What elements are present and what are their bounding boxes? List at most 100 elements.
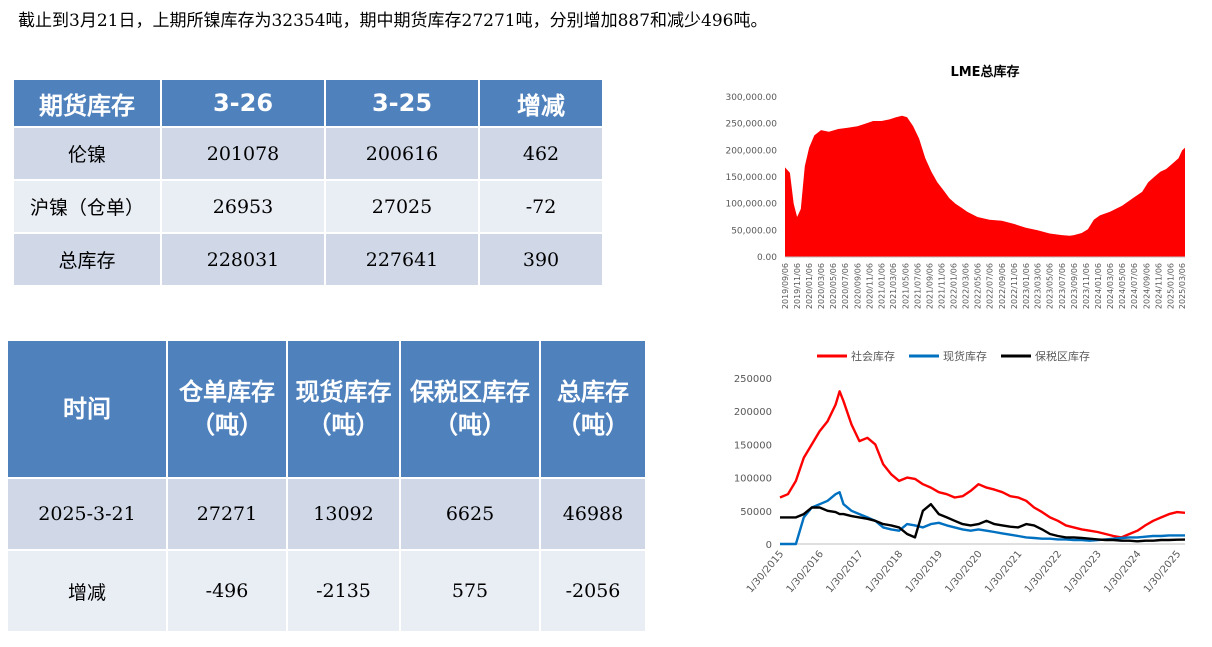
x-tick-label: 2024/11/06 bbox=[1154, 263, 1163, 309]
x-tick-label: 2025/03/06 bbox=[1178, 263, 1187, 309]
x-tick-label: 1/30/2022 bbox=[1023, 549, 1064, 595]
table-cell: -2135 bbox=[288, 551, 399, 631]
x-tick-label: 1/30/2017 bbox=[824, 549, 865, 595]
table-cell: 26953 bbox=[162, 181, 324, 232]
table-row: 伦镍 201078 200616 462 bbox=[14, 128, 602, 179]
inventory-area bbox=[785, 115, 1185, 257]
x-tick-label: 1/30/2021 bbox=[983, 549, 1024, 595]
y-tick-label: 250000 bbox=[734, 374, 772, 385]
x-tick-label: 1/30/2023 bbox=[1063, 549, 1104, 595]
table-cell: 总库存 bbox=[14, 234, 160, 285]
shfe-inventory-table: 时间 仓单库存（吨） 现货库存（吨） 保税区库存（吨） 总库存（吨） 2025-… bbox=[6, 339, 647, 633]
table-cell: 增减 bbox=[8, 551, 166, 631]
x-tick-label: 2021/11/06 bbox=[938, 263, 947, 309]
x-tick-label: 2020/11/06 bbox=[865, 263, 874, 309]
table-cell: 伦镍 bbox=[14, 128, 160, 179]
table-row: 增减 -496 -2135 575 -2056 bbox=[8, 551, 645, 631]
x-tick-label: 2025/01/06 bbox=[1167, 263, 1176, 309]
table-cell: 46988 bbox=[541, 479, 645, 549]
x-tick-label: 2021/01/06 bbox=[878, 263, 887, 309]
table-header: 现货库存（吨） bbox=[288, 341, 399, 477]
x-tick-label: 2020/07/06 bbox=[841, 263, 850, 309]
legend-label: 保税区库存 bbox=[1035, 349, 1090, 363]
x-tick-label: 2024/07/06 bbox=[1130, 263, 1139, 309]
headline: 截止到3月21日，上期所镍库存为32354吨，期中期货库存27271吨，分别增加… bbox=[18, 11, 768, 31]
x-tick-label: 1/30/2020 bbox=[943, 549, 984, 595]
x-tick-label: 2021/05/06 bbox=[901, 263, 910, 309]
y-tick-label: 200,000.00 bbox=[725, 146, 777, 156]
x-tick-label: 1/30/2025 bbox=[1142, 549, 1183, 595]
x-tick-label: 2023/11/06 bbox=[1082, 263, 1091, 309]
table-header-row: 时间 仓单库存（吨） 现货库存（吨） 保税区库存（吨） 总库存（吨） bbox=[8, 341, 645, 477]
table-cell: 沪镍（仓单） bbox=[14, 181, 160, 232]
x-tick-label: 1/30/2015 bbox=[745, 549, 786, 595]
table-cell: 462 bbox=[480, 128, 602, 179]
x-tick-label: 2023/05/06 bbox=[1046, 263, 1055, 309]
x-tick-label: 2019/09/06 bbox=[781, 263, 790, 309]
table-row: 2025-3-21 27271 13092 6625 46988 bbox=[8, 479, 645, 549]
y-tick-label: 100000 bbox=[734, 474, 772, 485]
table-cell: 228031 bbox=[162, 234, 324, 285]
table-cell: 575 bbox=[401, 551, 539, 631]
x-tick-label: 2020/09/06 bbox=[853, 263, 862, 309]
x-tick-label: 2024/09/06 bbox=[1142, 263, 1151, 309]
x-tick-label: 2023/07/06 bbox=[1058, 263, 1067, 309]
table-cell: 27025 bbox=[326, 181, 478, 232]
domestic-inventory-chart: 社会库存 现货库存 保税区库存 0 50000 100000 150000 200000 250… bbox=[734, 349, 1186, 595]
x-tick-label: 1/30/2018 bbox=[864, 549, 905, 595]
x-tick-label: 2019/11/06 bbox=[793, 263, 802, 309]
x-tick-label: 2023/09/06 bbox=[1070, 263, 1079, 309]
x-tick-label: 2024/01/06 bbox=[1094, 263, 1103, 309]
table-cell: 6625 bbox=[401, 479, 539, 549]
x-tick-label: 2020/01/06 bbox=[805, 263, 814, 309]
x-tick-label: 2022/01/06 bbox=[950, 263, 959, 309]
legend-label: 现货库存 bbox=[943, 349, 987, 363]
y-tick-label: 50,000.00 bbox=[731, 226, 777, 236]
series-line bbox=[780, 503, 1186, 543]
x-tick-label: 2021/07/06 bbox=[913, 263, 922, 309]
y-tick-label: 200000 bbox=[734, 407, 772, 418]
table-cell: -72 bbox=[480, 181, 602, 232]
y-tick-label: 250,000.00 bbox=[725, 120, 777, 130]
futures-inventory-table: 期货库存 3-26 3-25 增减 伦镍 201078 200616 462 沪… bbox=[12, 78, 604, 287]
table-header: 3-25 bbox=[326, 80, 478, 126]
y-tick-label: 100,000.00 bbox=[725, 200, 777, 210]
x-tick-label: 2023/01/06 bbox=[1022, 263, 1031, 309]
x-tick-label: 2022/09/06 bbox=[998, 263, 1007, 309]
x-tick-label: 1/30/2024 bbox=[1102, 549, 1143, 595]
table-cell: -2056 bbox=[541, 551, 645, 631]
y-tick-label: 0.00 bbox=[757, 253, 777, 263]
y-tick-label: 150,000.00 bbox=[725, 173, 777, 183]
x-tick-label: 2022/07/06 bbox=[986, 263, 995, 309]
x-tick-label: 2022/05/06 bbox=[973, 263, 982, 309]
table-cell: 13092 bbox=[288, 479, 399, 549]
x-tick-label: 2024/05/06 bbox=[1118, 263, 1127, 309]
table-cell: 201078 bbox=[162, 128, 324, 179]
table-header: 增减 bbox=[480, 80, 602, 126]
x-tick-label: 1/30/2019 bbox=[904, 549, 945, 595]
y-tick-label: 300,000.00 bbox=[725, 93, 777, 103]
table-row: 总库存 228031 227641 390 bbox=[14, 234, 602, 285]
table-header: 3-26 bbox=[162, 80, 324, 126]
lme-inventory-chart: LME总库存 0.00 50,000.00 100,000.00 150,000.00 2… bbox=[725, 64, 1187, 309]
table-header: 时间 bbox=[8, 341, 166, 477]
table-cell: 200616 bbox=[326, 128, 478, 179]
x-tick-label: 2021/09/06 bbox=[926, 263, 935, 309]
x-tick-label: 2021/03/06 bbox=[889, 263, 898, 309]
x-tick-label: 2022/03/06 bbox=[961, 263, 970, 309]
x-tick-label: 2020/03/06 bbox=[817, 263, 826, 309]
table-header: 仓单库存（吨） bbox=[168, 341, 286, 477]
x-tick-label: 2022/11/06 bbox=[1010, 263, 1019, 309]
x-tick-label: 2020/05/06 bbox=[829, 263, 838, 309]
x-tick-label: 2023/03/06 bbox=[1034, 263, 1043, 309]
y-tick-label: 0 bbox=[766, 540, 772, 551]
table-cell: 227641 bbox=[326, 234, 478, 285]
table-header-row: 期货库存 3-26 3-25 增减 bbox=[14, 80, 602, 126]
chart-title: LME总库存 bbox=[950, 64, 1019, 80]
series-line bbox=[779, 390, 1186, 539]
legend-label: 社会库存 bbox=[851, 349, 895, 363]
table-cell: -496 bbox=[168, 551, 286, 631]
y-tick-label: 50000 bbox=[740, 507, 772, 518]
table-cell: 27271 bbox=[168, 479, 286, 549]
table-header: 保税区库存（吨） bbox=[401, 341, 539, 477]
